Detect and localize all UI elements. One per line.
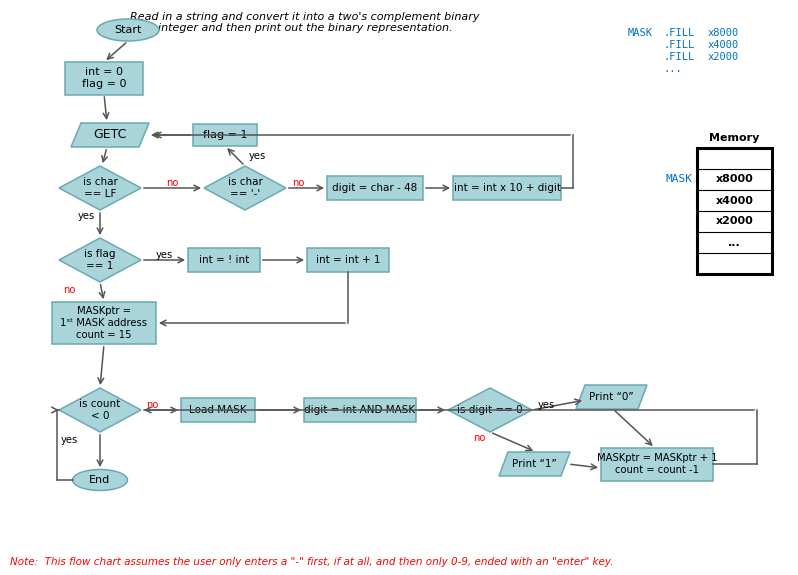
Text: MASK: MASK xyxy=(666,174,693,185)
Polygon shape xyxy=(204,166,286,210)
Text: is char
== '-': is char == '-' xyxy=(227,177,263,199)
Text: is char
== LF: is char == LF xyxy=(82,177,117,199)
Polygon shape xyxy=(448,388,532,432)
Text: flag = 1: flag = 1 xyxy=(203,130,247,140)
Polygon shape xyxy=(499,452,570,476)
Text: yes: yes xyxy=(78,211,95,221)
Text: yes: yes xyxy=(538,400,555,410)
Text: .FILL: .FILL xyxy=(664,40,695,50)
Text: Load MASK: Load MASK xyxy=(189,405,247,415)
Text: End: End xyxy=(89,475,111,485)
Text: x8000: x8000 xyxy=(716,174,753,185)
Text: int = 0
flag = 0: int = 0 flag = 0 xyxy=(81,67,126,89)
Text: x4000: x4000 xyxy=(716,196,753,205)
Text: x8000: x8000 xyxy=(708,28,739,38)
Text: yes: yes xyxy=(156,250,173,260)
Ellipse shape xyxy=(73,470,128,490)
FancyBboxPatch shape xyxy=(188,248,260,272)
Text: .FILL: .FILL xyxy=(664,52,695,62)
FancyBboxPatch shape xyxy=(307,248,389,272)
Text: no: no xyxy=(292,178,304,188)
Text: no: no xyxy=(146,400,158,410)
Polygon shape xyxy=(59,388,141,432)
Text: int = ! int: int = ! int xyxy=(199,255,249,265)
Text: x2000: x2000 xyxy=(708,52,739,62)
Text: Print “0”: Print “0” xyxy=(589,392,634,402)
Text: is digit == 0: is digit == 0 xyxy=(457,405,523,415)
Text: MASKptr =
1ˢᵗ MASK address
count = 15: MASKptr = 1ˢᵗ MASK address count = 15 xyxy=(61,306,148,340)
Text: Read in a string and convert it into a two's complement binary: Read in a string and convert it into a t… xyxy=(130,12,480,22)
Text: digit = char - 48: digit = char - 48 xyxy=(333,183,417,193)
Text: .FILL: .FILL xyxy=(664,28,695,38)
FancyBboxPatch shape xyxy=(327,176,423,200)
Text: int = int + 1: int = int + 1 xyxy=(316,255,381,265)
FancyBboxPatch shape xyxy=(453,176,561,200)
Text: is flag
== 1: is flag == 1 xyxy=(85,249,116,271)
Text: GETC: GETC xyxy=(93,128,127,141)
FancyBboxPatch shape xyxy=(601,447,713,481)
FancyBboxPatch shape xyxy=(52,302,156,344)
FancyBboxPatch shape xyxy=(697,148,772,274)
Text: x2000: x2000 xyxy=(716,217,753,227)
Text: MASKptr = MASKptr + 1
count = count -1: MASKptr = MASKptr + 1 count = count -1 xyxy=(597,453,717,475)
Text: ...: ... xyxy=(664,64,683,74)
Text: no: no xyxy=(64,285,76,295)
Text: Note:  This flow chart assumes the user only enters a "-" first, if at all, and : Note: This flow chart assumes the user o… xyxy=(10,557,614,567)
Text: Print “1”: Print “1” xyxy=(512,459,557,469)
Polygon shape xyxy=(59,238,141,282)
Polygon shape xyxy=(71,123,149,147)
Polygon shape xyxy=(576,385,647,409)
Text: is count
< 0: is count < 0 xyxy=(79,399,120,421)
FancyBboxPatch shape xyxy=(193,124,257,146)
Text: ...: ... xyxy=(728,237,741,247)
Text: MASK: MASK xyxy=(628,28,653,38)
Text: Start: Start xyxy=(114,25,142,35)
Text: no: no xyxy=(166,178,179,188)
Text: int = int x 10 + digit: int = int x 10 + digit xyxy=(453,183,560,193)
FancyBboxPatch shape xyxy=(304,398,416,422)
FancyBboxPatch shape xyxy=(65,62,143,94)
Text: digit = int AND MASK: digit = int AND MASK xyxy=(305,405,416,415)
Text: no: no xyxy=(474,433,486,443)
Polygon shape xyxy=(59,166,141,210)
Text: yes: yes xyxy=(61,435,78,445)
Ellipse shape xyxy=(97,19,159,41)
FancyBboxPatch shape xyxy=(181,398,255,422)
Text: Memory: Memory xyxy=(709,133,760,143)
Text: integer and then print out the binary representation.: integer and then print out the binary re… xyxy=(158,23,452,33)
Text: yes: yes xyxy=(249,151,267,161)
Text: x4000: x4000 xyxy=(708,40,739,50)
